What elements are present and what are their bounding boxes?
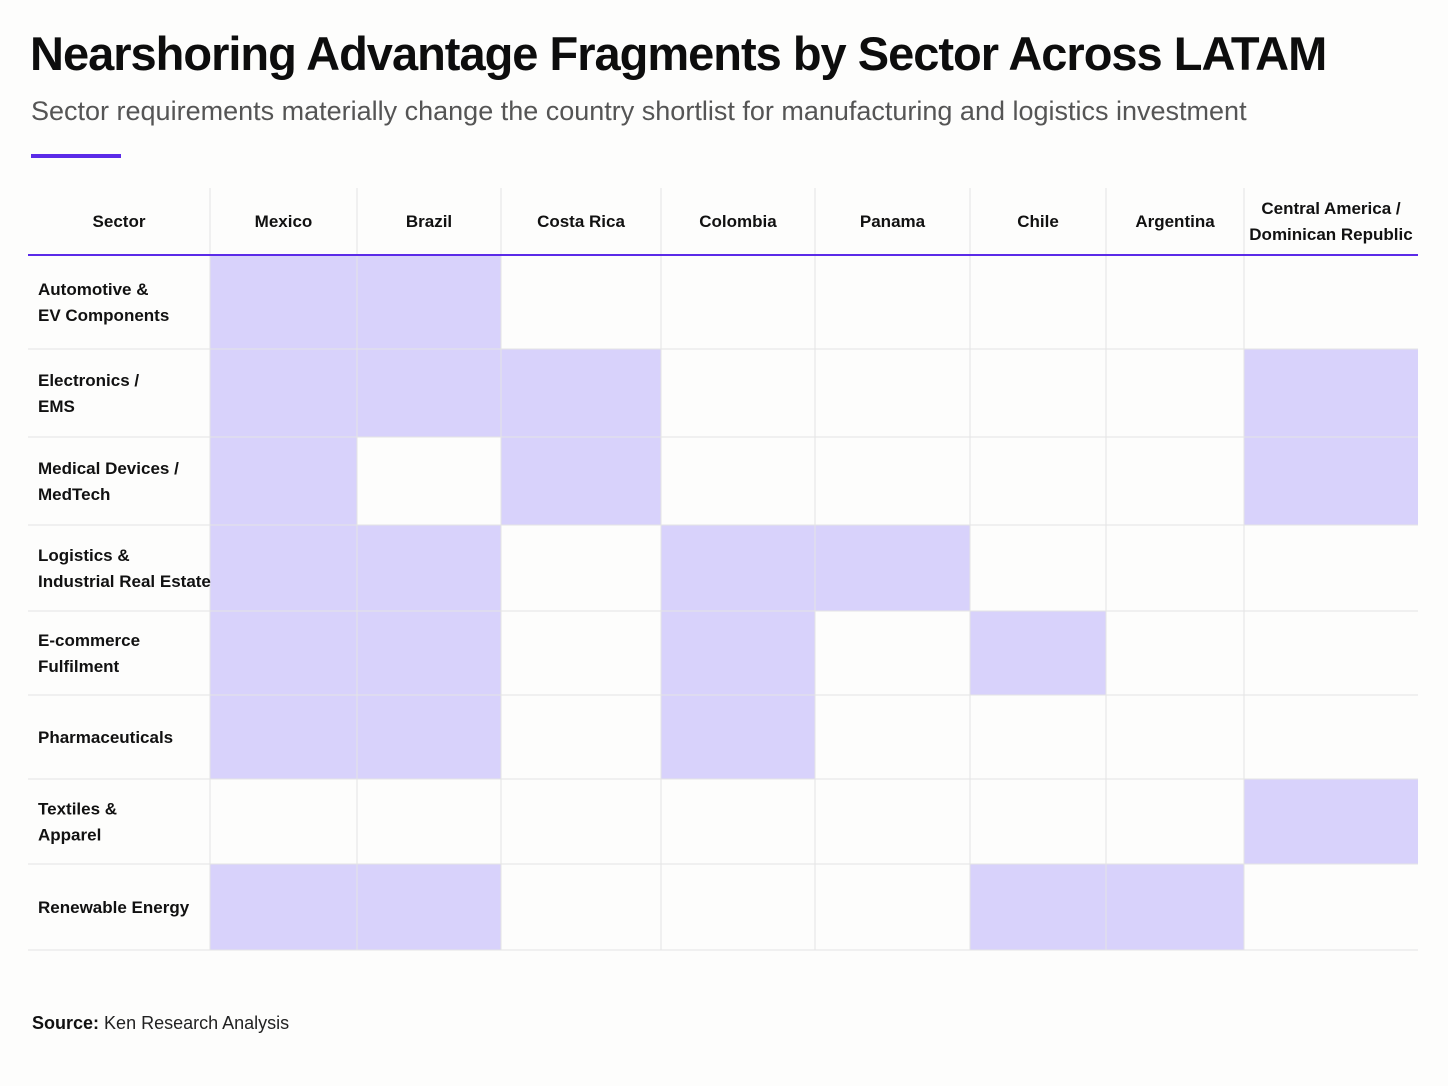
- cell-renewable-energy-chile: [970, 864, 1106, 950]
- heatmap-chart: Sector Mexico Brazil Costa Rica Colombia Pana…: [28, 188, 1418, 951]
- row-label-e-commerce-fulfilment: E-commerce Fulfilment: [38, 631, 140, 676]
- cell-automotive-ev-components-brazil: [357, 255, 501, 349]
- cell-electronics-ems-argentina: [1106, 349, 1244, 437]
- cell-electronics-ems-mexico: [210, 349, 357, 437]
- cell-automotive-ev-components-chile: [970, 255, 1106, 349]
- cell-logistics-industrial-real-estate-chile: [970, 525, 1106, 611]
- cell-pharmaceuticals-central-america-dominican-republic: [1244, 695, 1418, 779]
- column-header-mexico: Mexico: [255, 212, 313, 231]
- cell-pharmaceuticals-argentina: [1106, 695, 1244, 779]
- cell-electronics-ems-costa-rica: [501, 349, 661, 437]
- cell-logistics-industrial-real-estate-central-america-dominican-republic: [1244, 525, 1418, 611]
- cell-e-commerce-fulfilment-brazil: [357, 611, 501, 695]
- cell-e-commerce-fulfilment-colombia: [661, 611, 815, 695]
- cell-textiles-apparel-brazil: [357, 779, 501, 864]
- cell-renewable-energy-central-america-dominican-republic: [1244, 864, 1418, 950]
- cell-logistics-industrial-real-estate-argentina: [1106, 525, 1244, 611]
- cell-automotive-ev-components-colombia: [661, 255, 815, 349]
- cell-medical-devices-medtech-chile: [970, 437, 1106, 525]
- cell-textiles-apparel-central-america-dominican-republic: [1244, 779, 1418, 864]
- column-header-panama: Panama: [860, 212, 926, 231]
- cell-logistics-industrial-real-estate-costa-rica: [501, 525, 661, 611]
- cell-e-commerce-fulfilment-mexico: [210, 611, 357, 695]
- cell-medical-devices-medtech-central-america-dominican-republic: [1244, 437, 1418, 525]
- cell-textiles-apparel-argentina: [1106, 779, 1244, 864]
- cell-pharmaceuticals-mexico: [210, 695, 357, 779]
- column-header-brazil: Brazil: [406, 212, 452, 231]
- source-note: Source: Ken Research Analysis: [32, 1013, 289, 1034]
- accent-bar: [31, 154, 121, 158]
- cell-medical-devices-medtech-panama: [815, 437, 970, 525]
- cell-electronics-ems-central-america-dominican-republic: [1244, 349, 1418, 437]
- cell-automotive-ev-components-argentina: [1106, 255, 1244, 349]
- row-label-medical-devices-medtech: Medical Devices / MedTech: [38, 459, 179, 504]
- cell-medical-devices-medtech-costa-rica: [501, 437, 661, 525]
- row-label-renewable-energy: Renewable Energy: [38, 898, 190, 917]
- cell-e-commerce-fulfilment-central-america-dominican-republic: [1244, 611, 1418, 695]
- cell-textiles-apparel-costa-rica: [501, 779, 661, 864]
- source-label: Source:: [32, 1013, 100, 1033]
- cell-e-commerce-fulfilment-costa-rica: [501, 611, 661, 695]
- cell-medical-devices-medtech-colombia: [661, 437, 815, 525]
- cell-logistics-industrial-real-estate-panama: [815, 525, 970, 611]
- cell-pharmaceuticals-chile: [970, 695, 1106, 779]
- row-label-automotive-ev-components: Automotive & EV Components: [38, 280, 169, 325]
- cell-renewable-energy-mexico: [210, 864, 357, 950]
- column-header-chile: Chile: [1017, 212, 1059, 231]
- cell-e-commerce-fulfilment-panama: [815, 611, 970, 695]
- cell-medical-devices-medtech-argentina: [1106, 437, 1244, 525]
- chart-title: Nearshoring Advantage Fragments by Secto…: [30, 27, 1327, 80]
- chart-subtitle: Sector requirements materially change th…: [31, 96, 1247, 126]
- row-label-textiles-apparel: Textiles & Apparel: [38, 800, 117, 845]
- column-header-colombia: Colombia: [699, 212, 777, 231]
- cell-automotive-ev-components-panama: [815, 255, 970, 349]
- cell-medical-devices-medtech-brazil: [357, 437, 501, 525]
- cell-automotive-ev-components-mexico: [210, 255, 357, 349]
- cell-pharmaceuticals-colombia: [661, 695, 815, 779]
- cell-logistics-industrial-real-estate-mexico: [210, 525, 357, 611]
- source-text: Ken Research Analysis: [104, 1013, 290, 1033]
- row-label-electronics-ems: Electronics / EMS: [38, 371, 139, 416]
- cell-textiles-apparel-mexico: [210, 779, 357, 864]
- cell-renewable-energy-brazil: [357, 864, 501, 950]
- cell-automotive-ev-components-central-america-dominican-republic: [1244, 255, 1418, 349]
- cell-pharmaceuticals-brazil: [357, 695, 501, 779]
- cell-electronics-ems-panama: [815, 349, 970, 437]
- cell-electronics-ems-chile: [970, 349, 1106, 437]
- cell-e-commerce-fulfilment-argentina: [1106, 611, 1244, 695]
- column-header-costa-rica: Costa Rica: [537, 212, 625, 231]
- cell-pharmaceuticals-costa-rica: [501, 695, 661, 779]
- cell-e-commerce-fulfilment-chile: [970, 611, 1106, 695]
- header-sector: Sector: [93, 212, 146, 231]
- cell-logistics-industrial-real-estate-colombia: [661, 525, 815, 611]
- cell-electronics-ems-colombia: [661, 349, 815, 437]
- cell-pharmaceuticals-panama: [815, 695, 970, 779]
- cell-renewable-energy-panama: [815, 864, 970, 950]
- cell-logistics-industrial-real-estate-brazil: [357, 525, 501, 611]
- cell-automotive-ev-components-costa-rica: [501, 255, 661, 349]
- cell-renewable-energy-costa-rica: [501, 864, 661, 950]
- column-header-argentina: Argentina: [1135, 212, 1215, 231]
- cell-medical-devices-medtech-mexico: [210, 437, 357, 525]
- row-label-pharmaceuticals: Pharmaceuticals: [38, 728, 173, 747]
- cell-textiles-apparel-chile: [970, 779, 1106, 864]
- cell-renewable-energy-colombia: [661, 864, 815, 950]
- column-header-central-america-dominican-republic: Central America / Dominican Republic: [1249, 199, 1412, 244]
- cell-textiles-apparel-panama: [815, 779, 970, 864]
- cell-electronics-ems-brazil: [357, 349, 501, 437]
- cell-renewable-energy-argentina: [1106, 864, 1244, 950]
- row-label-logistics-industrial-real-estate: Logistics & Industrial Real Estate: [38, 546, 211, 591]
- cell-textiles-apparel-colombia: [661, 779, 815, 864]
